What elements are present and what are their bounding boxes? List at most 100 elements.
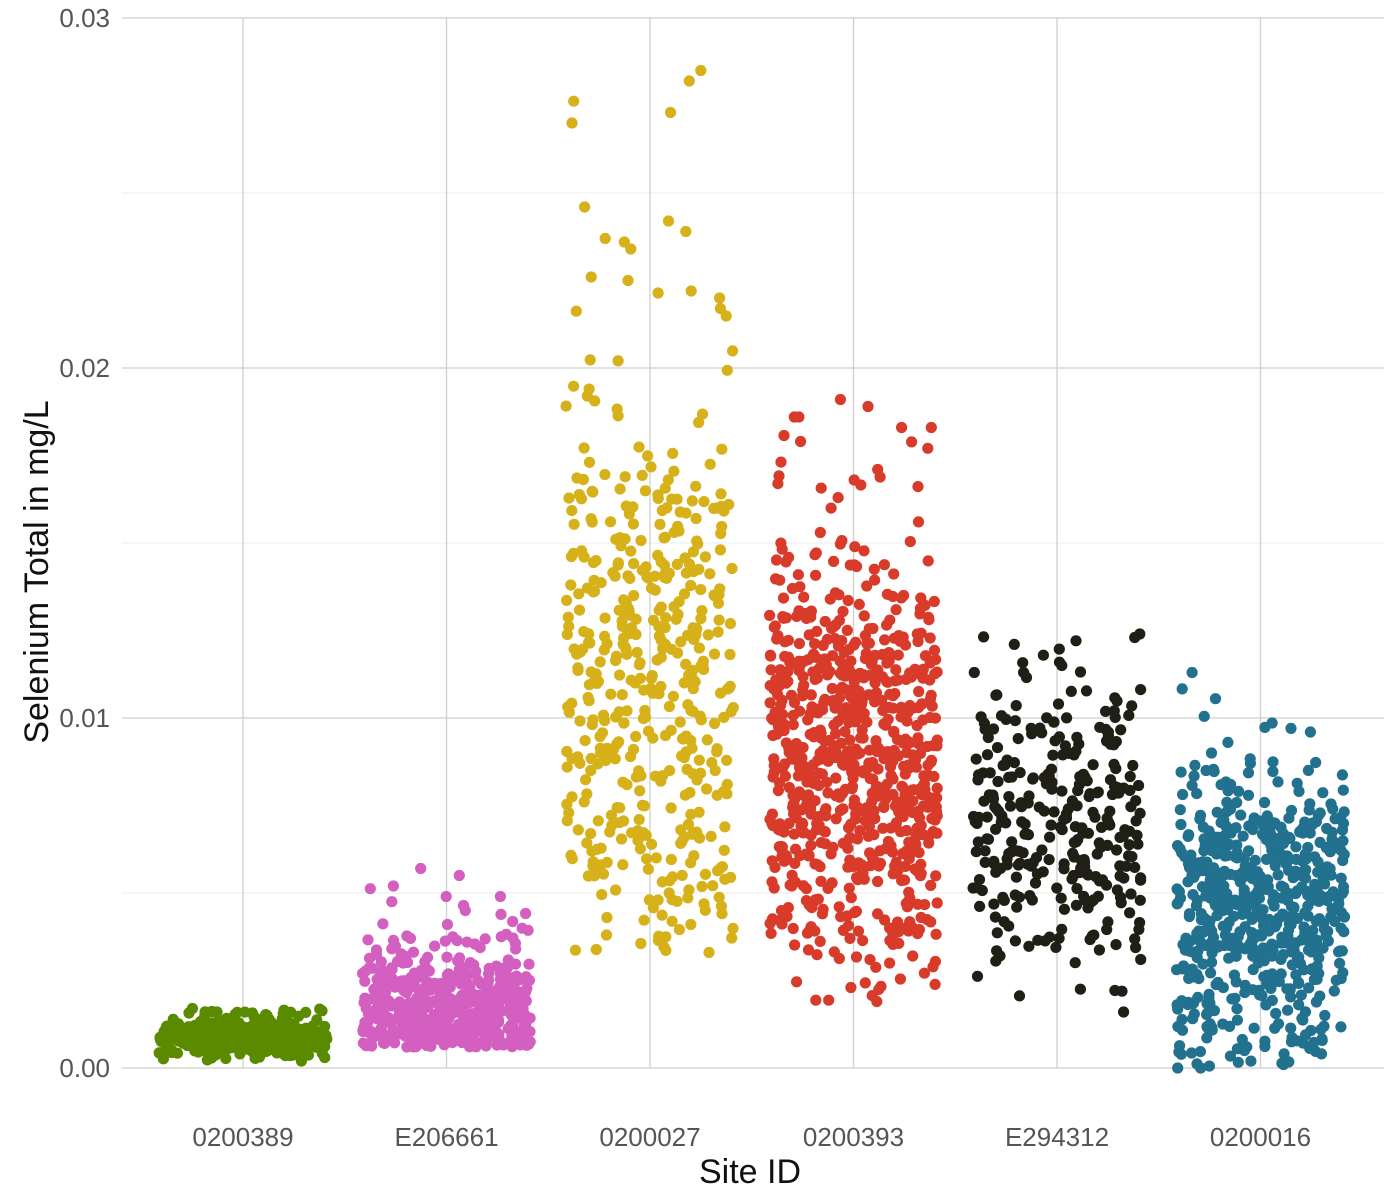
data-point — [631, 646, 643, 659]
data-point — [832, 788, 845, 800]
data-point — [566, 117, 578, 129]
data-point — [922, 442, 934, 454]
data-point — [523, 958, 535, 970]
data-point — [922, 555, 934, 567]
data-point — [1052, 698, 1065, 710]
data-point — [521, 1039, 533, 1051]
data-point — [895, 592, 908, 604]
data-point — [605, 688, 617, 700]
data-point — [852, 748, 864, 760]
data-point — [828, 697, 840, 710]
data-point — [715, 900, 728, 912]
x-tick-label: 0200393 — [803, 1122, 904, 1152]
data-point — [788, 411, 800, 423]
data-point — [843, 882, 855, 894]
data-point — [629, 677, 641, 689]
data-point — [863, 689, 875, 701]
data-point — [842, 842, 854, 854]
data-point — [788, 657, 800, 669]
data-point — [612, 355, 624, 367]
data-point — [1312, 866, 1324, 878]
data-point — [876, 671, 889, 683]
data-point — [599, 630, 611, 643]
data-point — [691, 535, 703, 547]
data-point — [970, 753, 982, 765]
data-point — [1296, 823, 1308, 836]
data-point — [779, 770, 792, 782]
data-point — [1109, 984, 1121, 997]
data-point — [1048, 806, 1060, 818]
data-point — [585, 765, 597, 777]
data-point — [411, 992, 423, 1004]
data-point — [702, 629, 714, 641]
data-point — [655, 556, 667, 568]
data-point — [671, 895, 683, 907]
data-point — [1335, 1021, 1347, 1033]
data-point — [701, 783, 713, 795]
data-point — [1306, 817, 1318, 829]
data-point — [1016, 816, 1028, 828]
data-point — [636, 799, 649, 811]
data-point — [619, 471, 631, 483]
data-point — [1272, 854, 1284, 866]
data-point — [776, 543, 788, 555]
data-point — [811, 949, 823, 961]
data-point — [316, 1047, 328, 1060]
data-point — [494, 890, 506, 903]
data-point — [451, 935, 463, 947]
data-point — [816, 908, 829, 920]
data-point — [1045, 819, 1057, 831]
data-point — [1068, 836, 1080, 849]
data-point — [768, 621, 780, 633]
data-point — [638, 914, 650, 926]
data-point — [369, 1005, 381, 1017]
data-point — [775, 456, 787, 468]
data-point — [814, 935, 826, 948]
data-point — [1174, 804, 1186, 816]
data-point — [674, 716, 686, 728]
data-point — [848, 906, 861, 919]
data-point — [1091, 848, 1103, 860]
data-point — [318, 1028, 330, 1041]
data-point — [1181, 963, 1193, 976]
data-point — [989, 911, 1002, 923]
data-point — [816, 704, 829, 716]
data-point — [800, 895, 813, 907]
data-point — [1056, 785, 1068, 797]
data-point — [719, 821, 731, 833]
data-point — [645, 461, 657, 473]
data-point — [795, 435, 807, 448]
data-point — [1003, 920, 1015, 932]
data-point — [1111, 695, 1123, 707]
data-point — [359, 1016, 371, 1029]
data-point — [929, 792, 942, 804]
data-point — [586, 845, 598, 857]
data-point — [1056, 659, 1068, 672]
data-point — [221, 1012, 233, 1024]
data-point — [974, 900, 986, 913]
data-point — [638, 827, 650, 839]
data-point — [892, 649, 904, 661]
data-point — [642, 450, 654, 462]
data-point — [1321, 894, 1333, 907]
data-point — [929, 978, 941, 991]
data-point — [583, 628, 595, 640]
data-point — [490, 986, 502, 999]
data-point — [1266, 717, 1278, 729]
data-point — [665, 724, 677, 736]
data-point — [574, 715, 586, 727]
data-point — [672, 608, 684, 621]
data-point — [802, 714, 814, 726]
data-point — [866, 851, 878, 864]
data-point — [805, 689, 817, 701]
data-point — [913, 924, 926, 936]
data-point — [780, 612, 792, 624]
data-point — [652, 287, 664, 299]
data-point — [857, 767, 870, 779]
data-point — [848, 474, 860, 486]
data-point — [698, 898, 710, 910]
data-point — [662, 215, 675, 227]
data-point — [925, 421, 937, 434]
data-point — [1093, 875, 1106, 887]
